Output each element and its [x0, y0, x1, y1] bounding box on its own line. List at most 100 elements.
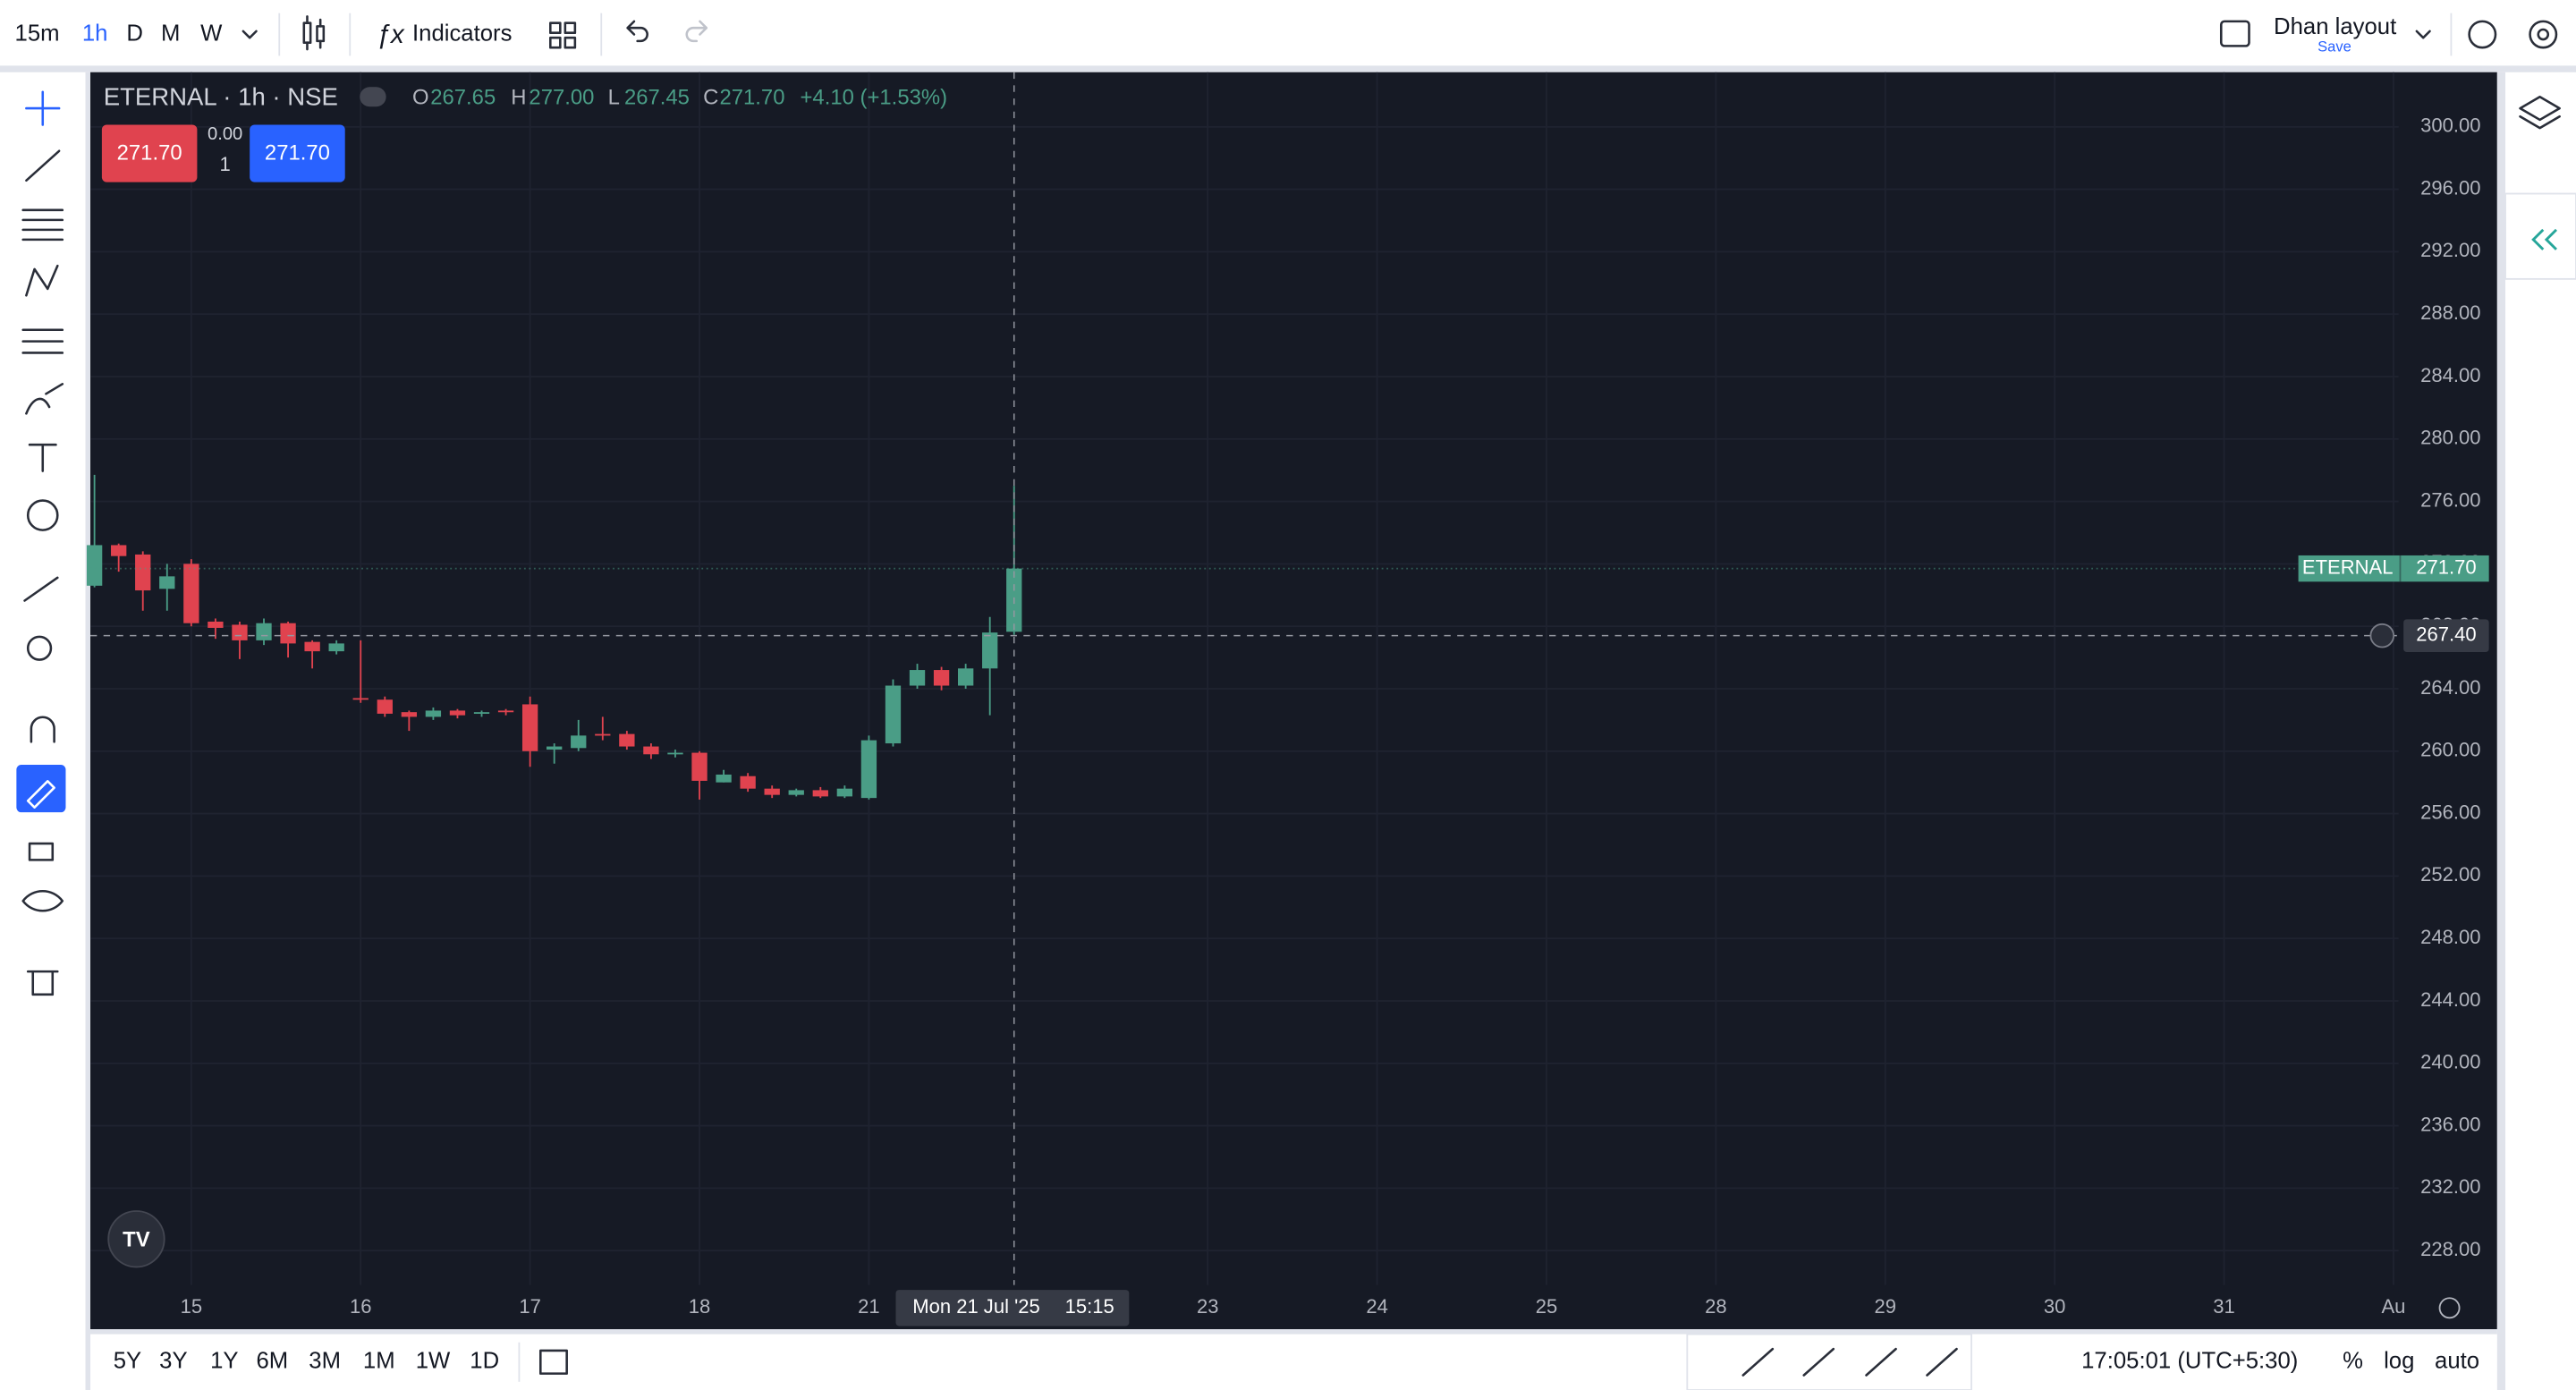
pattern-tool[interactable] — [25, 264, 59, 297]
ohlc-label: O — [412, 85, 429, 109]
right-sidebar — [2504, 95, 2576, 280]
range-button[interactable]: 3M — [309, 1349, 341, 1374]
candle-body — [957, 668, 974, 686]
projection-tool[interactable] — [21, 328, 64, 354]
ohlc-value: 271.70 — [719, 85, 784, 109]
crosshair-price-tag — [2403, 619, 2489, 653]
y-tick-label: 296.00 — [2420, 176, 2480, 199]
buy-button[interactable] — [250, 124, 345, 182]
interval[interactable]: W — [200, 21, 223, 46]
collapse-panel[interactable] — [2504, 192, 2576, 280]
save-label[interactable]: Save — [2318, 38, 2351, 55]
candle-body — [740, 776, 756, 789]
redo[interactable] — [685, 20, 708, 43]
y-tick-label: 276.00 — [2420, 488, 2480, 511]
line-tools[interactable] — [1741, 1347, 1958, 1377]
visibility-tool[interactable] — [21, 889, 64, 912]
magnet-tool[interactable] — [30, 716, 55, 743]
last-price-symbol: ETERNAL — [2302, 555, 2394, 578]
candle-body — [377, 699, 393, 714]
brush-tool[interactable] — [25, 383, 64, 415]
crosshair-tool[interactable] — [25, 90, 61, 126]
range-button[interactable]: 3Y — [159, 1349, 187, 1374]
fib-tool[interactable] — [21, 208, 64, 242]
separator — [0, 65, 2576, 72]
interval[interactable]: D — [126, 21, 143, 46]
lock-tool[interactable] — [28, 842, 55, 861]
tv-logo[interactable] — [107, 1210, 165, 1268]
fx-icon[interactable]: ƒx — [377, 20, 405, 49]
quantity[interactable]: 1 — [220, 153, 231, 175]
axis-settings[interactable] — [2438, 1297, 2461, 1319]
candle-body — [595, 733, 611, 736]
candle-body — [716, 774, 732, 783]
sell-button[interactable] — [101, 124, 198, 182]
x-tick-label: Au — [2381, 1295, 2405, 1318]
candle-body — [764, 788, 780, 795]
chart-panel — [90, 72, 2497, 1330]
y-tick-label: 288.00 — [2420, 301, 2480, 324]
y-tick-label: 280.00 — [2420, 427, 2480, 449]
indicators-button[interactable]: Indicators — [412, 21, 512, 46]
y-tick-label: 248.00 — [2420, 926, 2480, 948]
settings-icon[interactable] — [2529, 20, 2558, 49]
crosshair-add — [2369, 623, 2395, 648]
last-price-tag — [2298, 555, 2489, 582]
alert-icon[interactable] — [2468, 20, 2497, 49]
expand-icon[interactable] — [2531, 228, 2557, 250]
range-button[interactable]: 6M — [257, 1349, 289, 1374]
dropdown[interactable] — [242, 30, 258, 39]
candle-body — [86, 545, 103, 586]
undo[interactable] — [626, 20, 648, 43]
layers-icon[interactable] — [2519, 95, 2561, 130]
log-toggle[interactable]: log — [2384, 1349, 2414, 1374]
goto-date[interactable] — [539, 1349, 568, 1375]
emoji-tool[interactable] — [26, 499, 59, 531]
y-tick-label: 292.00 — [2420, 239, 2480, 261]
drawing-tools — [1686, 1333, 1972, 1390]
candle-body — [643, 746, 659, 755]
text-tool[interactable] — [28, 443, 57, 472]
layout-icon[interactable] — [2219, 20, 2250, 47]
range-button[interactable]: 1M — [363, 1349, 395, 1374]
range-button[interactable]: 1Y — [210, 1349, 238, 1374]
range-button[interactable]: 1W — [416, 1349, 451, 1374]
range-button[interactable]: 1D — [470, 1349, 499, 1374]
auto-toggle[interactable]: auto — [2435, 1349, 2479, 1374]
candle-body — [497, 710, 514, 713]
candle-body — [328, 643, 344, 652]
ruler-tool[interactable] — [23, 576, 59, 602]
symbol-title[interactable]: ETERNAL · 1h · NSE — [104, 82, 338, 110]
y-tick-label: 228.00 — [2420, 1238, 2480, 1260]
interval[interactable]: 1h — [82, 21, 108, 46]
x-tick-label: 15 — [181, 1295, 203, 1318]
ohlc-label: C — [703, 85, 718, 109]
dropdown[interactable] — [2415, 30, 2431, 39]
interval[interactable]: M — [161, 21, 180, 46]
chart-type-icon[interactable] — [302, 15, 326, 51]
ohlc-label: H — [511, 85, 526, 109]
settings-icon[interactable] — [2537, 28, 2550, 41]
templates-icon[interactable] — [549, 21, 577, 49]
ohlc-value: 267.65 — [430, 85, 496, 109]
percent-toggle[interactable]: % — [2343, 1349, 2363, 1374]
range-button[interactable]: 5Y — [114, 1349, 141, 1374]
y-tick-label: 264.00 — [2420, 676, 2480, 699]
layout-name[interactable]: Dhan layout — [2274, 14, 2396, 39]
zoom-tool[interactable] — [26, 635, 53, 661]
candle-body — [159, 576, 175, 589]
candle-body — [280, 623, 296, 644]
candle-body — [425, 710, 442, 717]
hide-legend-button[interactable] — [360, 87, 386, 107]
separator — [90, 1329, 2497, 1335]
spread: 0.00 — [208, 124, 242, 144]
interval[interactable]: 15m — [15, 21, 60, 46]
y-tick-label: 244.00 — [2420, 988, 2480, 1011]
trendline-tool[interactable] — [25, 149, 61, 182]
candle-body — [836, 788, 853, 797]
candle-body — [256, 623, 272, 640]
separator — [2496, 72, 2506, 1390]
y-tick-label: 236.00 — [2420, 1113, 2480, 1135]
delete-tool[interactable] — [26, 970, 59, 996]
